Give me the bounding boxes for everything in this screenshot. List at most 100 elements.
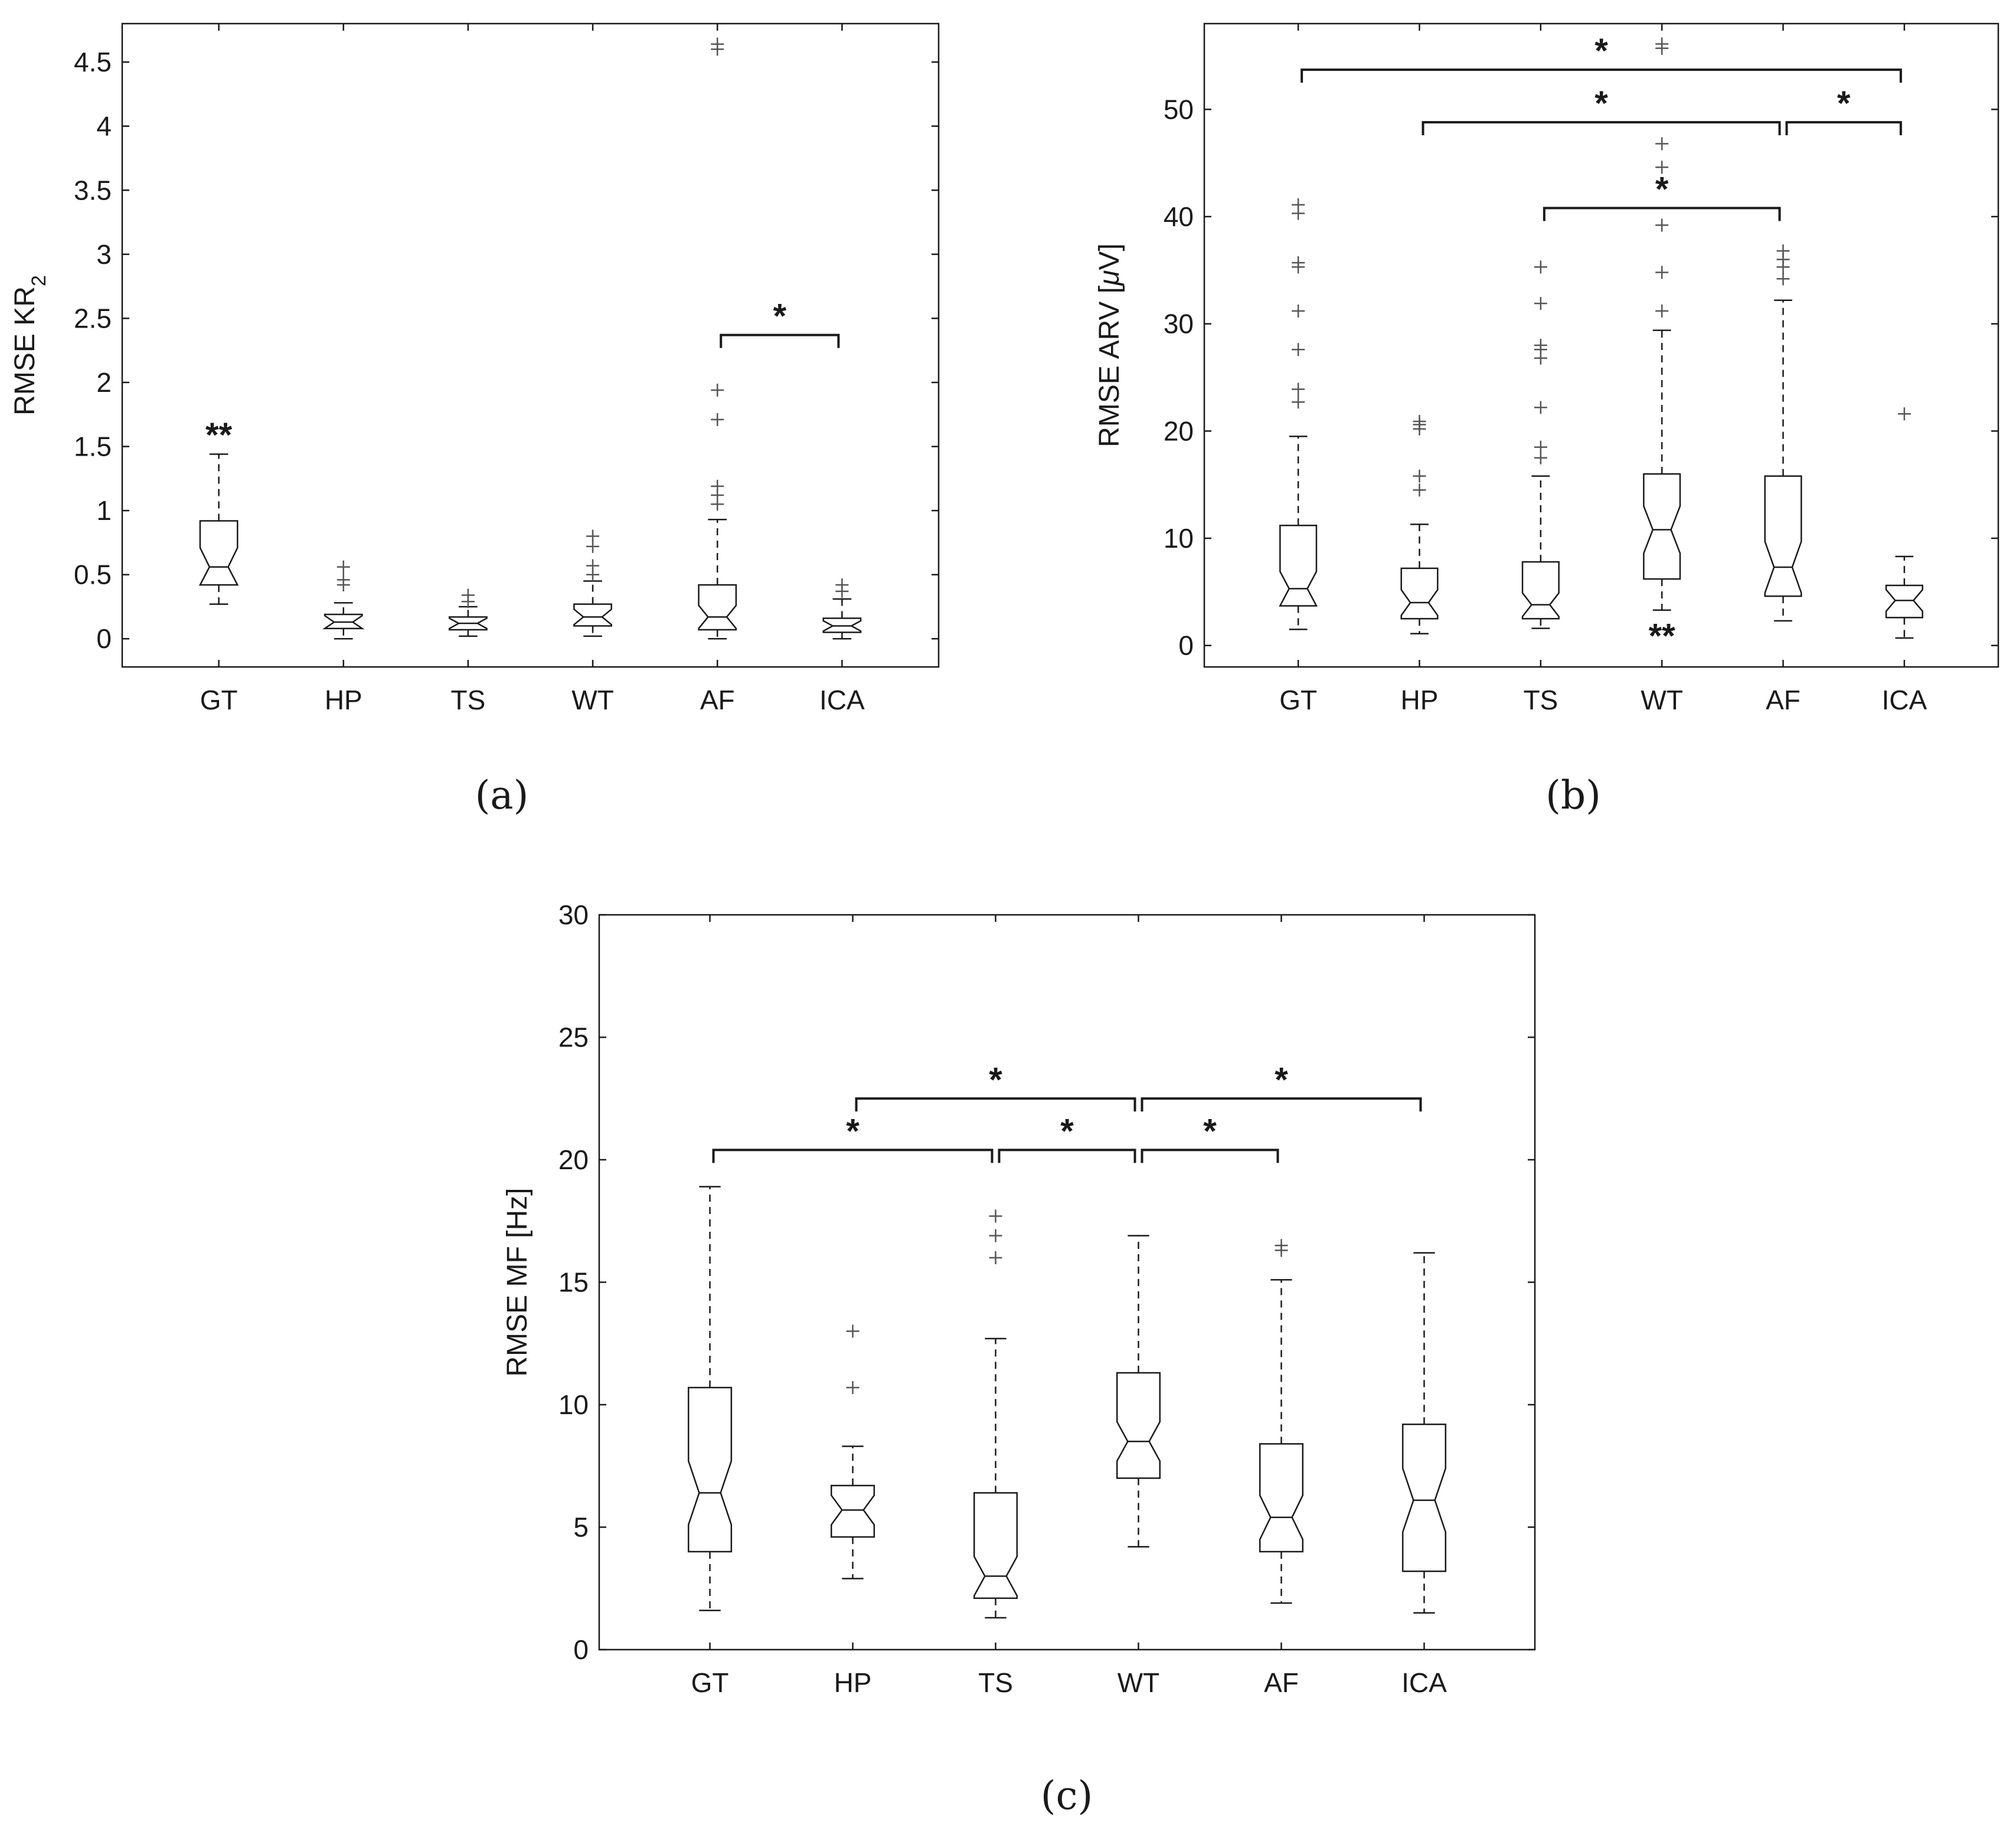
outlier-marker bbox=[336, 560, 350, 574]
y-tick-label: 5 bbox=[573, 1512, 589, 1543]
box-gt bbox=[687, 1186, 733, 1611]
bracket-line bbox=[855, 1097, 1136, 1112]
outlier-marker bbox=[1655, 266, 1669, 279]
outlier-marker bbox=[846, 1324, 860, 1338]
box-body bbox=[687, 1386, 733, 1553]
outlier-marker bbox=[1413, 414, 1426, 428]
x-tick-label: GT bbox=[200, 685, 238, 715]
x-tick-label: TS bbox=[451, 685, 486, 715]
outlier-marker bbox=[1534, 260, 1547, 274]
box-body bbox=[1259, 1443, 1304, 1553]
bracket-line bbox=[1141, 1097, 1422, 1112]
outlier-marker bbox=[1413, 483, 1426, 497]
outlier-marker bbox=[1776, 272, 1790, 286]
bracket-label: * bbox=[1275, 1061, 1288, 1099]
y-tick-label: 3.5 bbox=[74, 175, 112, 205]
outlier-marker bbox=[989, 1209, 1002, 1223]
box-ica bbox=[822, 578, 862, 640]
significance-bracket: * bbox=[720, 297, 840, 348]
bracket-line bbox=[712, 1149, 994, 1163]
outlier-marker bbox=[1776, 244, 1790, 258]
bracket-line bbox=[1543, 207, 1781, 221]
outlier-marker bbox=[1292, 256, 1305, 270]
significance-bracket: * bbox=[1785, 84, 1902, 136]
bracket-line bbox=[1785, 121, 1902, 136]
y-tick-label: 15 bbox=[558, 1267, 589, 1298]
box-hp bbox=[830, 1324, 875, 1579]
y-tick-label: 20 bbox=[1164, 416, 1194, 446]
bracket-label: * bbox=[1594, 32, 1608, 70]
bracket-line bbox=[998, 1149, 1136, 1163]
x-tick-label: WT bbox=[1118, 1667, 1160, 1698]
box-body bbox=[573, 603, 612, 627]
box-af bbox=[1259, 1239, 1304, 1604]
y-tick-label: 25 bbox=[558, 1022, 589, 1053]
y-tick-label: 40 bbox=[1164, 201, 1194, 232]
x-tick-label: ICA bbox=[1401, 1667, 1447, 1698]
y-tick-label: 2 bbox=[96, 367, 112, 398]
x-tick-label: ICA bbox=[1882, 685, 1927, 715]
x-tick-label: HP bbox=[325, 685, 362, 715]
significance-bracket: * bbox=[712, 1112, 994, 1163]
bracket-label: * bbox=[1203, 1112, 1217, 1150]
outlier-marker bbox=[1292, 198, 1305, 212]
outlier-marker bbox=[586, 559, 600, 572]
y-tick-label: 0.5 bbox=[74, 560, 112, 590]
outlier-marker bbox=[989, 1251, 1002, 1264]
outlier-marker bbox=[1897, 407, 1911, 421]
outlier-marker bbox=[336, 573, 350, 587]
x-tick-label: TS bbox=[1523, 685, 1558, 715]
significance-bracket: * bbox=[1543, 170, 1781, 221]
bracket-label: * bbox=[1060, 1112, 1074, 1150]
outlier-marker bbox=[1292, 395, 1305, 409]
box-body bbox=[698, 584, 737, 631]
bracket-line bbox=[1301, 68, 1902, 83]
outlier-marker bbox=[1534, 401, 1547, 414]
y-tick-label: 50 bbox=[1164, 94, 1194, 125]
y-tick-label: 30 bbox=[558, 899, 589, 930]
x-tick-label: GT bbox=[1279, 685, 1317, 715]
outlier-marker bbox=[461, 588, 475, 602]
box-body bbox=[1764, 475, 1802, 597]
box-body bbox=[830, 1484, 875, 1538]
outlier-marker bbox=[711, 479, 724, 493]
x-tick-label: WT bbox=[1641, 685, 1683, 715]
outlier-marker bbox=[835, 578, 849, 592]
bracket-label: * bbox=[989, 1061, 1002, 1099]
outlier-marker bbox=[1655, 218, 1669, 232]
box-af bbox=[698, 37, 737, 640]
box-gt bbox=[1279, 198, 1318, 630]
box-body bbox=[1400, 567, 1439, 620]
y-tick-label: 3 bbox=[96, 239, 112, 270]
y-tick-label: 30 bbox=[1164, 309, 1194, 339]
x-tick-label: GT bbox=[691, 1667, 729, 1698]
x-tick-label: AF bbox=[700, 685, 735, 715]
outlier-marker bbox=[1534, 440, 1547, 454]
outlier-marker bbox=[711, 413, 724, 426]
y-tick-label: 10 bbox=[558, 1389, 589, 1420]
box-body bbox=[973, 1492, 1018, 1599]
significance-bracket: * bbox=[1141, 1061, 1422, 1112]
outlier-marker bbox=[1292, 382, 1305, 396]
box-body bbox=[1116, 1372, 1161, 1479]
y-axis-label: RMSE ARV [μV] bbox=[1094, 243, 1125, 447]
outlier-marker bbox=[711, 37, 724, 51]
outlier-marker bbox=[1655, 161, 1669, 174]
significance-marker: ** bbox=[1649, 617, 1676, 656]
x-tick-label: TS bbox=[978, 1667, 1013, 1698]
x-tick-label: WT bbox=[571, 685, 614, 715]
box-ica bbox=[1401, 1252, 1447, 1614]
box-gt bbox=[198, 453, 239, 605]
box-ts bbox=[973, 1209, 1018, 1619]
outlier-marker bbox=[1655, 304, 1669, 318]
outlier-marker bbox=[1413, 469, 1426, 483]
bracket-label: * bbox=[1594, 84, 1608, 123]
x-tick-label: ICA bbox=[819, 685, 865, 715]
box-body bbox=[822, 617, 862, 633]
box-body bbox=[1521, 561, 1560, 620]
box-af bbox=[1764, 244, 1802, 622]
y-tick-label: 0 bbox=[96, 623, 112, 654]
outlier-marker bbox=[1534, 339, 1547, 352]
